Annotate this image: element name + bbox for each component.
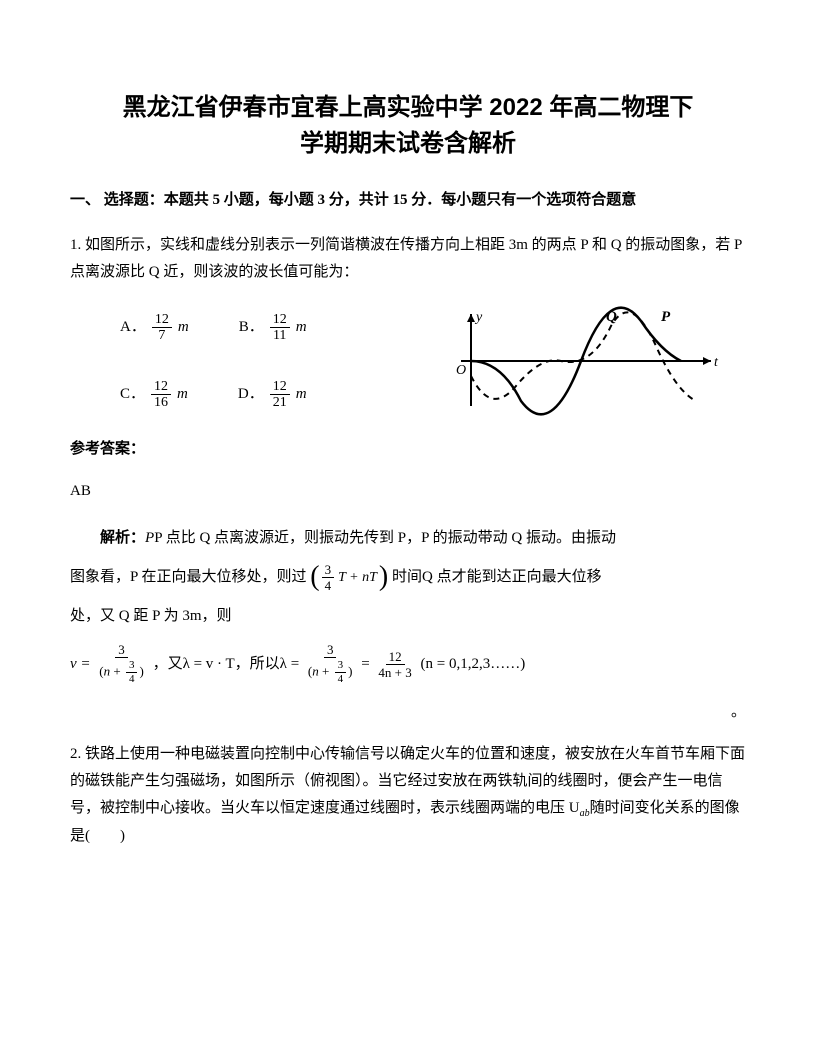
exam-title: 黑龙江省伊春市宜春上高实验中学 2022 年高二物理下 学期期末试卷含解析 — [70, 90, 746, 162]
formula-end: 。 — [70, 699, 746, 726]
formula-line: v = 3 (n + 34) ，又λ = v · T，所以λ = 3 (n + … — [70, 642, 746, 687]
question-2-text: 2. 铁路上使用一种电磁装置向控制中心传输信号以确定火车的位置和速度，被安放在火… — [70, 741, 746, 850]
answer-label: 参考答案： — [70, 436, 746, 463]
option-d: D． 1221 m — [238, 379, 307, 411]
answer-value: AB — [70, 478, 746, 505]
question-1-options-row: A． 127 m B． 1211 m C． 1216 m D． 1221 m — [70, 306, 746, 416]
section-1-header: 一、 选择题：本题共 5 小题，每小题 3 分，共计 15 分．每小题只有一个选… — [70, 187, 746, 214]
svg-text:t: t — [714, 355, 719, 370]
svg-text:O: O — [456, 363, 466, 378]
svg-text:Q: Q — [606, 309, 617, 325]
option-a: A． 127 m — [120, 312, 189, 344]
wave-diagram: y O t Q P — [307, 306, 746, 416]
question-1-text: 1. 如图所示，实线和虚线分别表示一列简谐横波在传播方向上相距 3m 的两点 P… — [70, 232, 746, 286]
explanation-p2: 图象看，P 在正向最大位移处，则过 ( 34 T + nT ) 时间Q 点才能到… — [70, 562, 746, 593]
option-b: B． 1211 m — [239, 312, 307, 344]
option-c: C． 1216 m — [120, 379, 188, 411]
explanation-p3: 处，又 Q 距 P 为 3m，则 — [70, 603, 746, 630]
svg-text:y: y — [474, 310, 483, 325]
explanation-p1: 解析：PP 点比 Q 点离波源近，则振动先传到 P，P 的振动带动 Q 振动。由… — [70, 525, 746, 552]
svg-text:P: P — [661, 309, 671, 325]
